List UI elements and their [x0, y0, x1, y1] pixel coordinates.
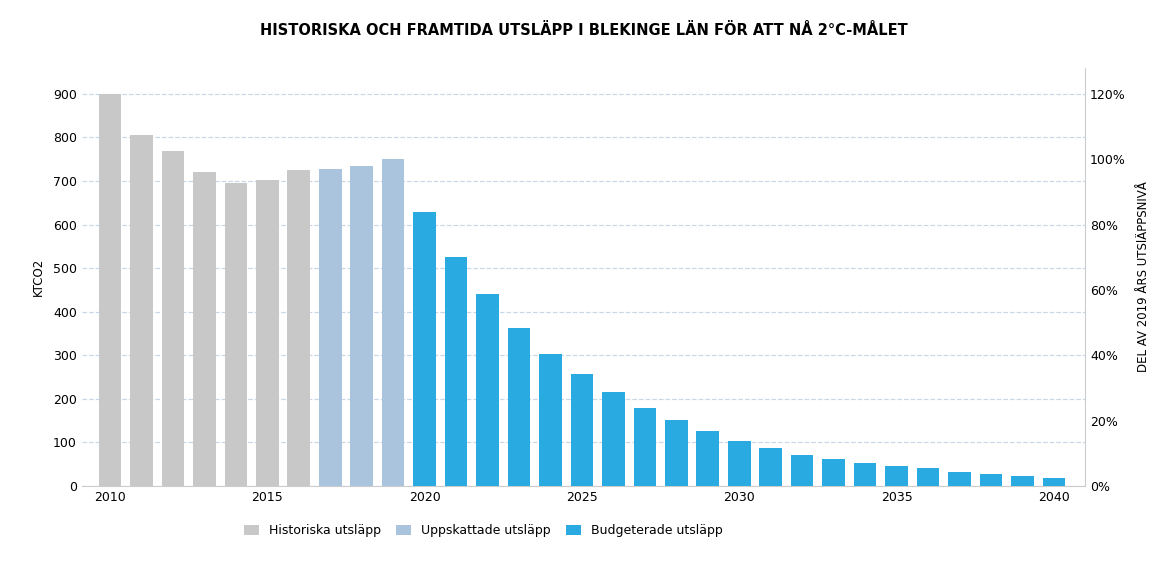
Bar	[854, 463, 876, 486]
Bar	[760, 447, 782, 486]
Bar	[948, 472, 971, 486]
Legend: Historiska utsläpp, Uppskattade utsläpp, Budgeterade utsläpp: Historiska utsläpp, Uppskattade utsläpp,…	[239, 519, 727, 542]
Y-axis label: DEL AV 2019 ÅRS UTSlÄPPSNIVÅ: DEL AV 2019 ÅRS UTSlÄPPSNIVÅ	[1137, 181, 1151, 372]
Bar	[571, 373, 593, 486]
Bar	[319, 170, 342, 486]
Bar	[99, 94, 121, 486]
Bar	[823, 459, 845, 486]
Bar	[539, 354, 561, 486]
Text: HISTORISKA OCH FRAMTIDA UTSLÄPP I BLEKINGE LÄN FÖR ATT NÅ 2°C-MÅLET: HISTORISKA OCH FRAMTIDA UTSLÄPP I BLEKIN…	[259, 23, 908, 38]
Bar	[886, 466, 908, 486]
Bar	[665, 420, 687, 486]
Bar	[131, 135, 153, 486]
Bar	[193, 172, 216, 486]
Bar	[508, 328, 530, 486]
Bar	[413, 212, 436, 486]
Bar	[602, 392, 624, 486]
Bar	[1042, 478, 1065, 486]
Bar	[287, 170, 310, 486]
Bar	[791, 454, 813, 486]
Bar	[382, 159, 405, 486]
Bar	[224, 183, 247, 486]
Bar	[979, 474, 1002, 486]
Bar	[634, 407, 656, 486]
Bar	[1011, 476, 1034, 486]
Bar	[916, 468, 939, 486]
Bar	[350, 166, 373, 486]
Bar	[697, 431, 719, 486]
Y-axis label: KTCO2: KTCO2	[32, 258, 44, 296]
Bar	[476, 294, 498, 486]
Bar	[445, 257, 468, 486]
Bar	[161, 151, 184, 486]
Bar	[728, 441, 750, 486]
Bar	[256, 180, 279, 486]
